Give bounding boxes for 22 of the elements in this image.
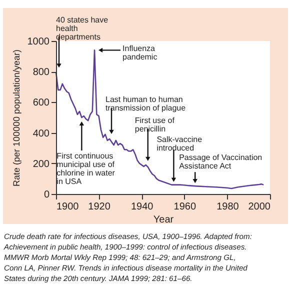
- y-tick-label: 600: [32, 98, 50, 109]
- annotation: First use of penicillin: [134, 116, 176, 134]
- x-tick-label: 1980: [216, 202, 240, 212]
- y-tick-label: 1000: [27, 36, 50, 48]
- line-series: [55, 50, 264, 190]
- y-tick-label: 400: [32, 128, 50, 140]
- y-tick-label: 800: [32, 67, 50, 78]
- y-axis-title: Rate (per 100000 population/year): [11, 49, 22, 187]
- x-axis-title: Year: [153, 214, 174, 226]
- annotation: Passage of Vaccination Assistance Act: [179, 153, 262, 171]
- annotation: 40 states have health departments: [56, 16, 109, 42]
- y-tick-label: 200: [32, 158, 50, 170]
- x-tick-label: 1920: [88, 202, 111, 212]
- y-tick-label: 0: [44, 190, 50, 200]
- annotation: Salk-vaccine introduced: [156, 134, 203, 152]
- annotation: Last human to human transmission of plague: [106, 94, 186, 112]
- x-tick-label: 1900: [56, 202, 80, 212]
- x-tick-label: 2000: [248, 202, 271, 212]
- x-tick-label: 1960: [174, 202, 196, 212]
- annotation: First continuous municipal use of chlorine in water in USA: [56, 152, 116, 186]
- annotation: Influenza pandemic: [122, 44, 158, 62]
- x-tick-label: 1940: [130, 202, 154, 212]
